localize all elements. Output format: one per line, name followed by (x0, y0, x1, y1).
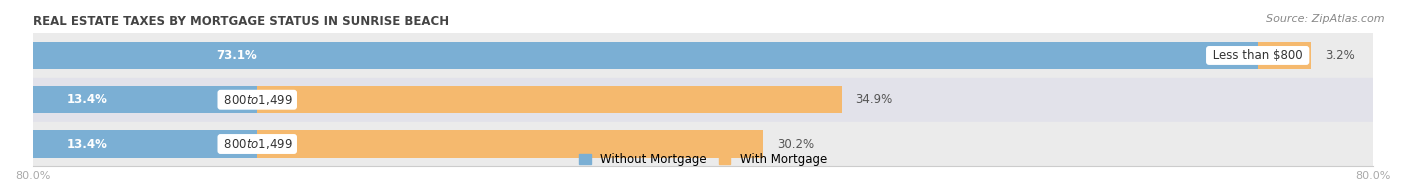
Bar (32, 33, 1374, 78)
Bar (32, 78, 1374, 122)
Text: 73.1%: 73.1% (217, 49, 257, 62)
Bar (257, 86, 842, 113)
Text: 13.4%: 13.4% (66, 138, 107, 151)
Bar (32, 42, 1258, 69)
Bar (257, 130, 763, 158)
Bar (1258, 42, 1312, 69)
Text: REAL ESTATE TAXES BY MORTGAGE STATUS IN SUNRISE BEACH: REAL ESTATE TAXES BY MORTGAGE STATUS IN … (32, 15, 449, 28)
Text: $800 to $1,499: $800 to $1,499 (221, 93, 294, 107)
Bar (32, 130, 257, 158)
Bar (32, 122, 1374, 166)
Text: Less than $800: Less than $800 (1209, 49, 1306, 62)
Text: 13.4%: 13.4% (66, 93, 107, 106)
Legend: Without Mortgage, With Mortgage: Without Mortgage, With Mortgage (574, 148, 832, 171)
Text: Source: ZipAtlas.com: Source: ZipAtlas.com (1267, 14, 1385, 24)
Text: $800 to $1,499: $800 to $1,499 (221, 137, 294, 151)
Bar (32, 86, 257, 113)
Text: 3.2%: 3.2% (1324, 49, 1354, 62)
Text: 34.9%: 34.9% (855, 93, 893, 106)
Text: 30.2%: 30.2% (776, 138, 814, 151)
